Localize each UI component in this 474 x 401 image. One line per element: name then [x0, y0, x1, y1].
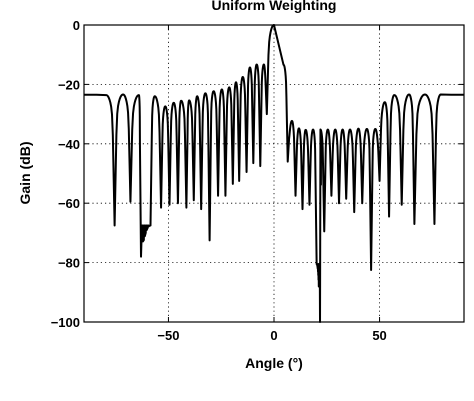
x-tick-label: 0: [270, 328, 277, 343]
y-tick-label: −60: [58, 196, 80, 211]
gain-curve: [84, 24, 464, 323]
grid: [84, 25, 464, 322]
tick-marks: [84, 24, 464, 323]
y-tick-label: −100: [51, 315, 80, 330]
y-tick-labels: 0 −20 −40 −60 −80 −100: [51, 18, 80, 330]
y-tick-label: −20: [58, 77, 80, 92]
series-line: [84, 24, 464, 323]
y-tick-label: −80: [58, 256, 80, 271]
y-axis-label: Gain (dB): [17, 142, 33, 205]
y-tick-label: −40: [58, 137, 80, 152]
x-tick-label: 50: [372, 328, 386, 343]
x-axis-label: Angle (°): [245, 355, 303, 371]
x-tick-label: −50: [157, 328, 179, 343]
chart: Uniform Weighting −50 0 50 0 −20 −40 −60 −80 −1…: [17, 0, 465, 371]
x-tick-labels: −50 0 50: [157, 328, 386, 343]
chart-title: Uniform Weighting: [212, 0, 337, 13]
y-tick-label: 0: [73, 18, 80, 33]
